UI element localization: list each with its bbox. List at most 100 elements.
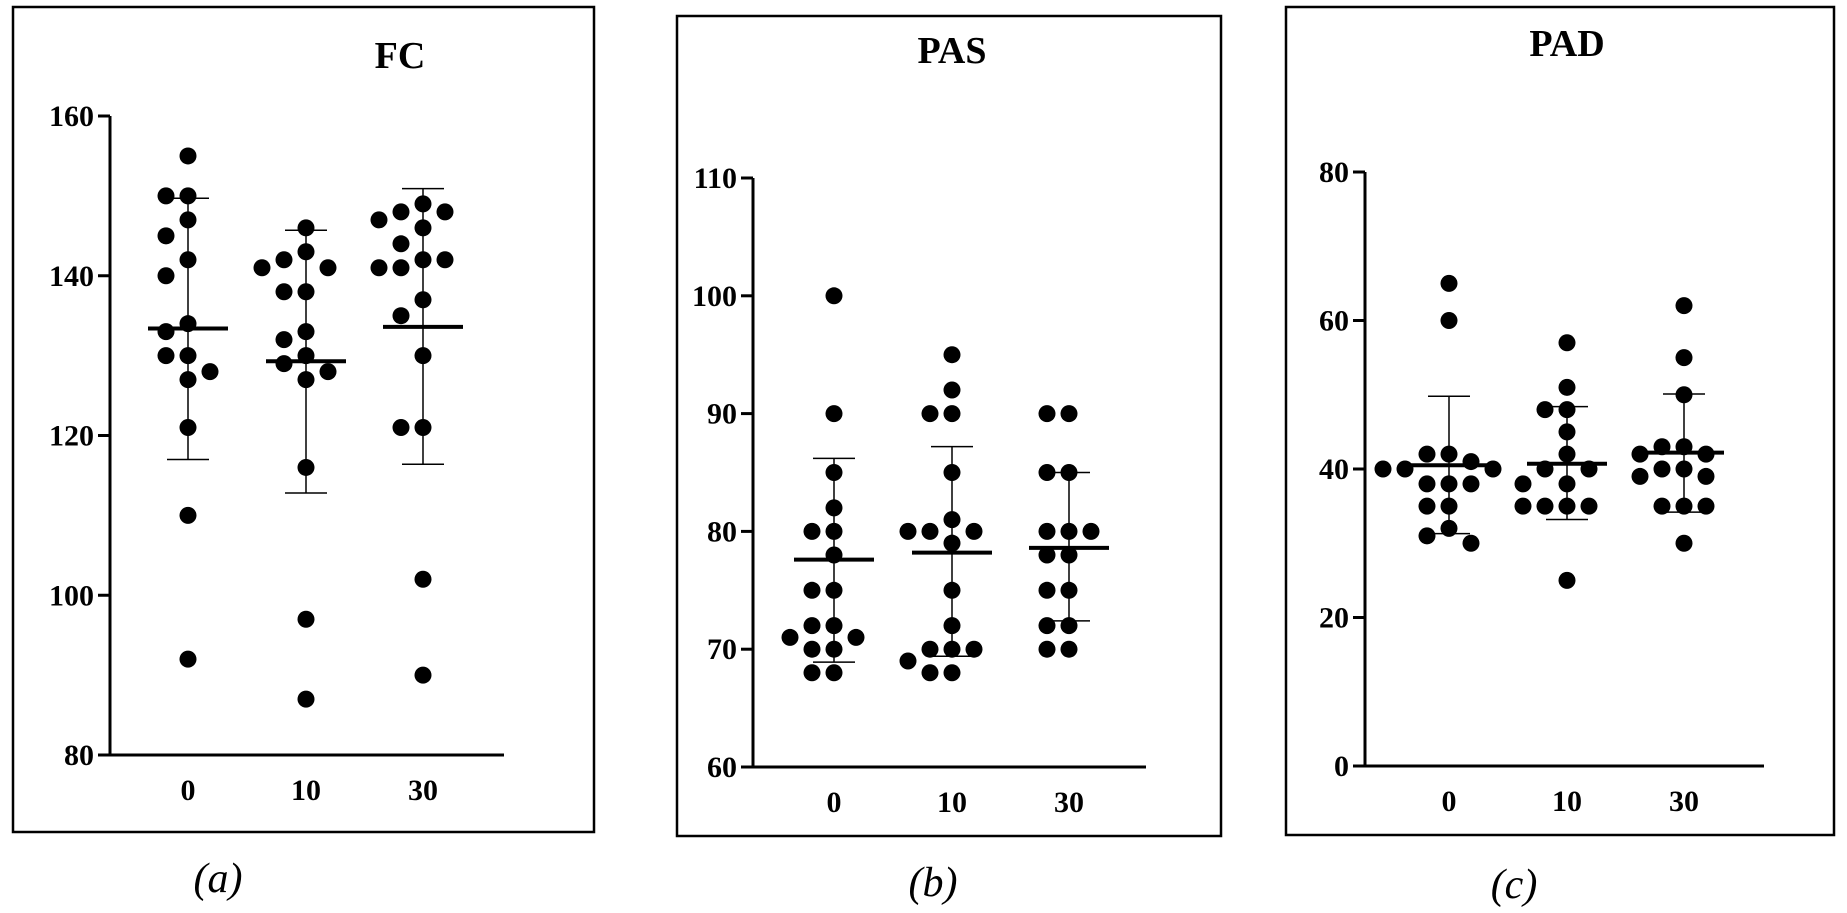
chart-title: PAS — [918, 30, 987, 72]
data-point — [297, 219, 315, 237]
data-point — [1653, 460, 1671, 478]
x-tick-label: 0 — [181, 774, 196, 807]
data-point — [1418, 497, 1436, 515]
x-tick-label: 30 — [1054, 786, 1084, 819]
data-point — [414, 570, 432, 588]
data-point — [392, 307, 410, 325]
y-tick-label: 100 — [49, 579, 94, 612]
panel-2: PAS (b) 60 70 80 90 100 110 0 10 30 — [675, 14, 1223, 906]
data-point — [1374, 460, 1392, 478]
panel-1: FC (a) 80 100 120 140 160 0 10 30 — [11, 5, 596, 902]
panel-3: PAD (c) 0 20 40 60 80 0 10 30 — [1284, 5, 1836, 908]
data-point — [414, 666, 432, 684]
data-point — [1038, 581, 1056, 599]
data-point — [1697, 467, 1715, 485]
data-point — [803, 617, 821, 635]
panel-caption: (c) — [1491, 862, 1538, 908]
data-point — [899, 522, 917, 540]
x-tick-label: 30 — [408, 774, 438, 807]
data-point — [179, 147, 197, 165]
data-point — [943, 405, 961, 423]
data-point — [1038, 405, 1056, 423]
data-point — [1038, 640, 1056, 658]
data-point — [157, 227, 175, 245]
data-point — [781, 628, 799, 646]
data-point — [803, 664, 821, 682]
data-point — [1558, 334, 1576, 352]
data-point — [1536, 497, 1554, 515]
data-point — [253, 259, 271, 277]
data-point — [201, 363, 219, 381]
chart-title: PAD — [1529, 23, 1604, 65]
data-point — [825, 405, 843, 423]
data-point — [1484, 460, 1502, 478]
data-point — [392, 203, 410, 221]
data-point — [1440, 312, 1458, 329]
data-point — [1631, 467, 1649, 485]
x-tick-label: 10 — [291, 774, 321, 807]
y-tick-label: 100 — [692, 280, 737, 313]
data-point — [1418, 527, 1436, 545]
data-point — [275, 331, 293, 349]
data-point — [825, 287, 843, 305]
panel-caption: (b) — [909, 860, 958, 906]
panel-frame — [11, 5, 596, 834]
data-point — [943, 664, 961, 682]
data-point — [1038, 522, 1056, 540]
data-point — [370, 259, 388, 277]
y-tick-label: 120 — [49, 420, 94, 453]
y-tick-label: 80 — [64, 739, 94, 772]
y-tick-label: 70 — [707, 633, 737, 666]
data-point — [157, 267, 175, 285]
data-point — [1060, 640, 1078, 658]
data-point — [899, 652, 917, 670]
y-tick-label: 80 — [1319, 156, 1349, 189]
data-point — [319, 259, 337, 277]
data-point — [921, 405, 939, 423]
panel-frame — [675, 14, 1223, 838]
data-point — [1558, 571, 1576, 589]
y-tick-label: 40 — [1319, 453, 1349, 486]
data-point — [943, 381, 961, 399]
data-point — [179, 187, 197, 205]
data-point — [1082, 522, 1100, 540]
y-tick-label: 140 — [49, 260, 94, 293]
data-point — [1675, 349, 1693, 367]
data-point — [921, 640, 939, 658]
data-point — [1418, 445, 1436, 463]
y-tick-label: 0 — [1334, 750, 1349, 783]
y-tick-label: 90 — [707, 398, 737, 431]
data-point — [1440, 274, 1458, 292]
data-point — [392, 259, 410, 277]
data-point — [1038, 617, 1056, 635]
data-point — [803, 522, 821, 540]
data-point — [921, 522, 939, 540]
data-point — [1653, 497, 1671, 515]
x-tick-label: 0 — [1442, 785, 1457, 818]
y-tick-label: 20 — [1319, 602, 1349, 635]
data-point — [297, 690, 315, 708]
data-point — [370, 211, 388, 229]
data-point — [803, 581, 821, 599]
data-point — [275, 283, 293, 301]
data-point — [1580, 497, 1598, 515]
y-tick-label: 110 — [694, 162, 737, 195]
panel-frame — [1284, 5, 1836, 837]
data-point — [1675, 534, 1693, 552]
data-point — [1060, 405, 1078, 423]
data-point — [965, 522, 983, 540]
data-point — [965, 640, 983, 658]
x-tick-label: 0 — [827, 786, 842, 819]
data-point — [275, 355, 293, 373]
x-tick-label: 10 — [937, 786, 967, 819]
data-point — [1462, 534, 1480, 552]
y-tick-label: 160 — [49, 100, 94, 133]
data-point — [157, 347, 175, 365]
data-point — [1462, 475, 1480, 493]
data-point — [392, 235, 410, 253]
data-point — [157, 187, 175, 205]
data-point — [436, 251, 454, 269]
x-tick-label: 10 — [1552, 785, 1582, 818]
panel-caption: (a) — [194, 856, 243, 902]
data-point — [825, 664, 843, 682]
